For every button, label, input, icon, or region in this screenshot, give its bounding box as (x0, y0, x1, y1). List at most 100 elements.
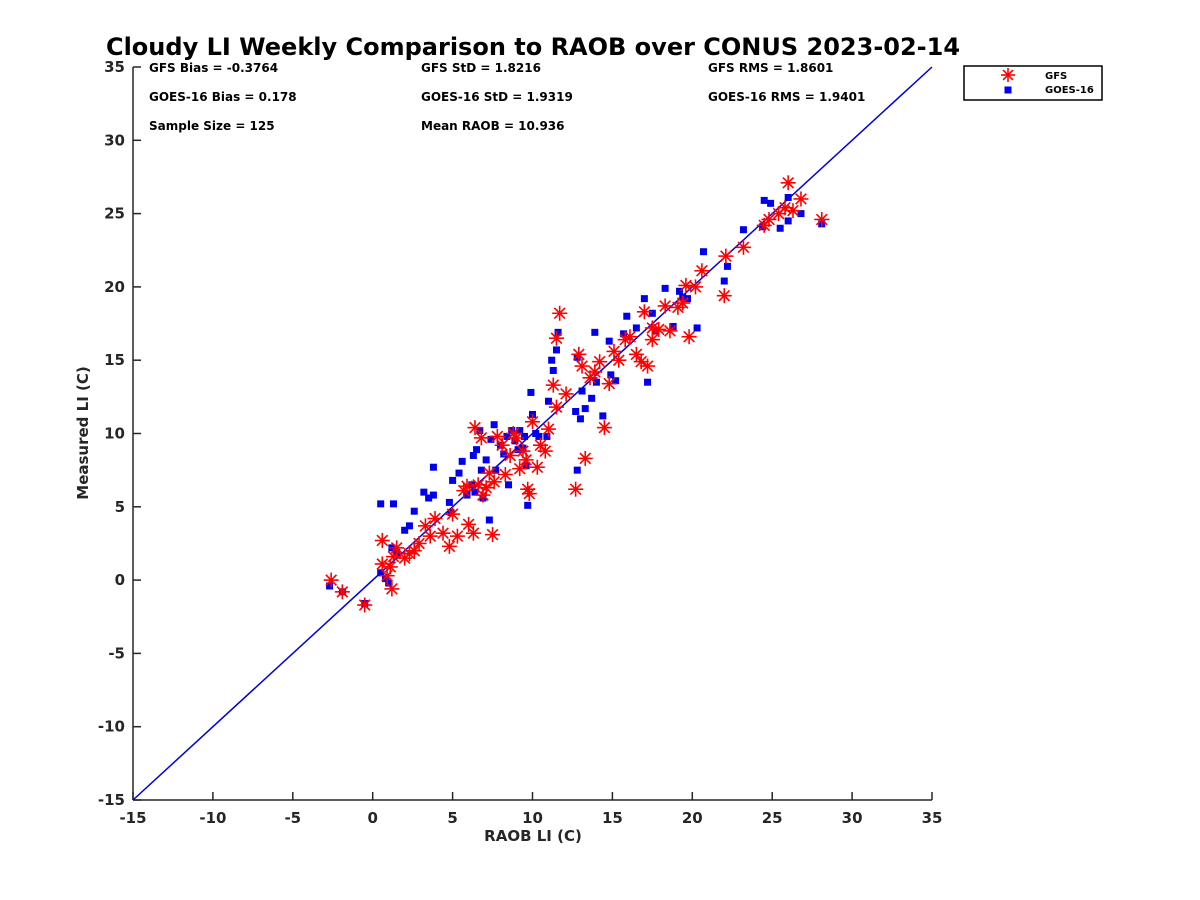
y-tick-label: 20 (104, 278, 125, 296)
goes16-point (485, 516, 493, 524)
gfs-point (323, 572, 339, 588)
gfs-point (545, 377, 561, 393)
gfs-point (529, 459, 545, 475)
goes16-point (449, 476, 457, 484)
goes16-point (543, 432, 551, 440)
x-tick-label: 35 (922, 809, 943, 827)
gfs-point (459, 478, 475, 494)
goes16-point (473, 446, 481, 454)
gfs-point (435, 525, 451, 541)
goes16-point (445, 498, 453, 506)
y-axis-label: Measured LI (C) (74, 366, 92, 499)
gfs-point (651, 321, 667, 337)
gfs-point (486, 474, 502, 490)
goes16-point (490, 421, 498, 429)
goes16-legend-square (1004, 86, 1012, 94)
plot-area: -15 -10 -5 0 5 10 15 20 25 30 35 -15 -10 -5 0 5 10 15 20 25… (98, 58, 943, 827)
gfs-point (478, 480, 494, 496)
stat-text: GFS RMS = 1.8601 (708, 61, 833, 75)
gfs-point (577, 450, 593, 466)
goes16-point (623, 312, 631, 320)
legend-goes16-marker (1004, 86, 1012, 94)
gfs-point (678, 277, 694, 293)
gfs-point (406, 543, 422, 559)
chart-title: Cloudy LI Weekly Comparison to RAOB over… (106, 33, 960, 61)
gfs-point (601, 376, 617, 392)
goes16-point (385, 579, 393, 587)
x-tick-label: 30 (842, 809, 863, 827)
goes16-point (644, 378, 652, 386)
goes16-point (612, 377, 620, 385)
gfs-point (611, 352, 627, 368)
goes16-point (669, 322, 677, 330)
gfs-point (441, 538, 457, 554)
goes16-point (482, 456, 490, 464)
gfs-point (793, 191, 809, 207)
goes16-point (527, 388, 535, 396)
goes16-point (410, 507, 418, 515)
y-tick-label: 35 (104, 58, 125, 76)
gfs-point (525, 414, 540, 430)
x-tick-label: 25 (762, 809, 783, 827)
goes16-point (429, 463, 437, 471)
goes16-point (693, 324, 701, 332)
gfs-point (552, 305, 568, 321)
goes16-point (605, 337, 613, 345)
y-tick-label: -15 (98, 791, 125, 809)
x-tick-label: -15 (119, 809, 146, 827)
x-tick-label: 5 (447, 809, 457, 827)
y-tick-label: 15 (104, 351, 125, 369)
goes16-point (784, 193, 792, 201)
goes16-point (425, 494, 433, 502)
goes16-point (661, 284, 669, 292)
goes16-point (469, 451, 477, 459)
gfs-point (814, 211, 830, 227)
gfs-point (568, 481, 584, 497)
gfs-point (465, 525, 481, 541)
gfs-point (382, 559, 398, 575)
goes16-point (381, 575, 389, 583)
goes16-point (578, 387, 586, 395)
goes16-point (389, 500, 397, 508)
gfs-point (694, 263, 710, 279)
gfs-point (657, 298, 673, 314)
goes16-point (599, 412, 607, 420)
goes16-point (492, 466, 500, 474)
x-tick-label: 20 (682, 809, 703, 827)
goes16-point (429, 491, 437, 499)
gfs-point (518, 452, 534, 468)
goes16-point (420, 488, 428, 496)
goes16-point (739, 226, 747, 234)
gfs-point (334, 584, 350, 600)
gfs-point (681, 329, 697, 345)
gfs-point (644, 332, 660, 348)
goes16-point (458, 457, 466, 465)
gfs-point (640, 358, 656, 374)
gfs-point (445, 506, 461, 522)
goes16-point (548, 356, 556, 364)
stat-text: Mean RAOB = 10.936 (421, 119, 565, 133)
gfs-point (537, 443, 553, 459)
goes16-point (797, 210, 805, 218)
gfs-point (449, 528, 465, 544)
goes16-point (544, 397, 552, 405)
gfs-point (540, 421, 556, 437)
y-tick-label: 30 (104, 131, 125, 149)
goes16-point (514, 446, 522, 454)
gfs-point (622, 329, 638, 345)
gfs-point (548, 330, 564, 346)
goes16-point (576, 415, 584, 423)
x-tick-label: 15 (602, 809, 623, 827)
stat-text: GOES-16 StD = 1.9319 (421, 90, 573, 104)
goes16-point (588, 394, 596, 402)
y-tick-label: 10 (104, 425, 125, 443)
goes16-point (505, 481, 513, 489)
goes16-point (554, 328, 562, 336)
gfs-point (718, 248, 734, 264)
y-tick-label: -5 (108, 644, 125, 662)
gfs-point (401, 546, 417, 562)
x-tick-label: 10 (522, 809, 543, 827)
goes16-point (632, 324, 640, 332)
goes16-point (463, 491, 471, 499)
